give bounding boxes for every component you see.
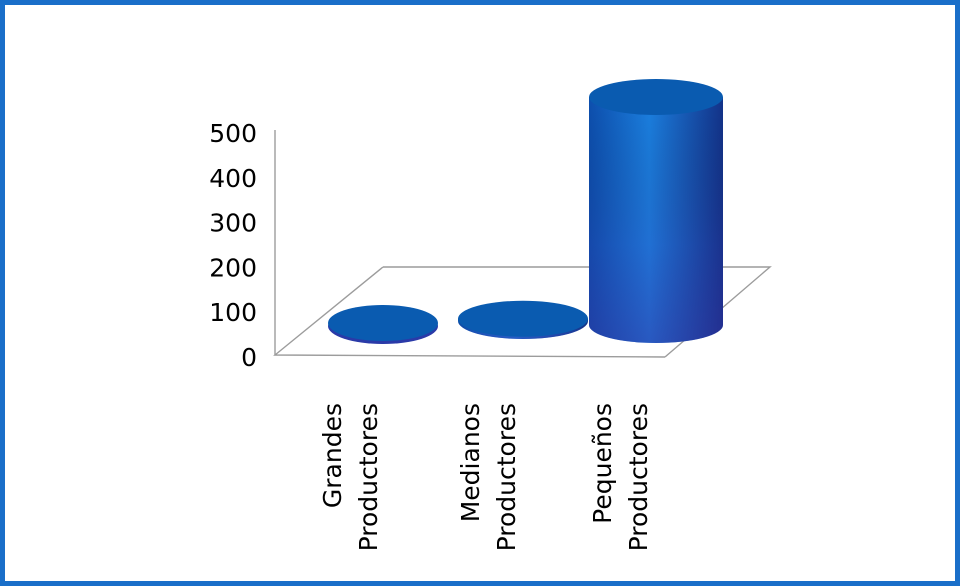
y-axis: 0 100 200 300 400 500 xyxy=(209,119,257,372)
category-label-line: Productores xyxy=(624,403,653,551)
y-tick-label: 0 xyxy=(241,343,257,372)
category-label-line: Pequeños xyxy=(588,403,617,524)
y-tick-label: 100 xyxy=(209,298,257,327)
bars xyxy=(328,79,723,344)
y-tick-label: 400 xyxy=(209,164,257,193)
category-label-line: Productores xyxy=(354,403,383,551)
bar-3 xyxy=(589,79,723,343)
bar-shade xyxy=(589,97,723,343)
y-tick-label: 200 xyxy=(209,253,257,282)
bar-top xyxy=(328,305,438,341)
category-label-line: Productores xyxy=(492,403,521,551)
x-axis-labels: Grandes Productores Medianos Productores Peq… xyxy=(318,403,653,551)
bar-1 xyxy=(328,305,438,344)
category-label: Medianos Productores xyxy=(456,403,521,551)
bar-top xyxy=(589,79,723,115)
category-label-line: Grandes xyxy=(318,403,347,508)
bar-2 xyxy=(458,300,588,339)
bar-top xyxy=(458,300,588,337)
category-label: Grandes Productores xyxy=(318,403,383,551)
category-label-line: Medianos xyxy=(456,403,485,522)
y-tick-label: 300 xyxy=(209,209,257,238)
category-label: Pequeños Productores xyxy=(588,403,653,551)
y-tick-label: 500 xyxy=(209,119,257,148)
